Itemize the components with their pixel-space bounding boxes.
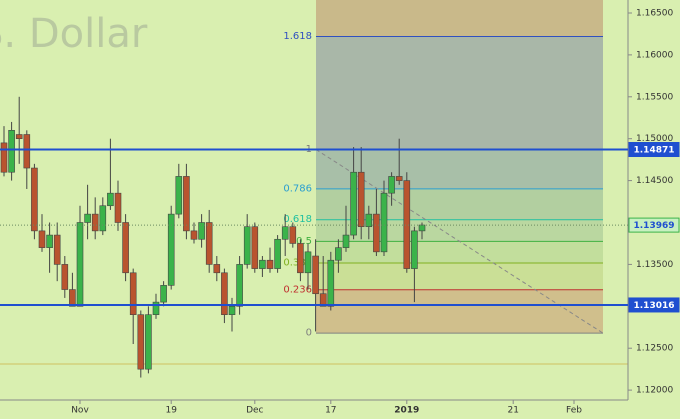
candle-body <box>259 259 266 269</box>
candle-body <box>395 176 403 181</box>
candle-body <box>205 222 213 265</box>
candle-body <box>152 301 160 315</box>
candle-body <box>183 176 190 232</box>
fib-label: 0 <box>306 328 312 339</box>
candle-body <box>23 134 31 169</box>
candle-body <box>312 255 319 295</box>
candle-body <box>357 171 365 227</box>
fib-band <box>316 289 603 334</box>
fib-band <box>316 36 603 150</box>
x-tick-label: 21 <box>507 406 518 416</box>
candle-body <box>129 272 137 315</box>
candle-body <box>304 251 312 274</box>
y-tick-label: 1.14500 <box>636 176 673 186</box>
candle-body <box>61 264 69 290</box>
candle-body <box>99 205 107 232</box>
x-tick-label: 19 <box>165 406 177 416</box>
fib-label: 0.786 <box>283 183 312 194</box>
x-tick-label: 2019 <box>394 406 419 416</box>
candle-body <box>350 171 357 236</box>
candle-body <box>335 247 342 261</box>
fib-label: 1.618 <box>283 31 312 42</box>
x-tick-label: Dec <box>246 406 263 416</box>
y-tick-label: 1.15000 <box>636 134 673 144</box>
candle-body <box>297 243 304 274</box>
candle-body <box>15 134 23 139</box>
price-label-bg <box>628 142 680 158</box>
candle-body <box>373 213 380 253</box>
y-tick-label: 1.13500 <box>636 260 673 270</box>
candle-body <box>84 213 91 223</box>
candle-body <box>236 264 243 307</box>
candle-body <box>221 272 228 315</box>
y-tick-label: 1.16000 <box>636 50 673 60</box>
candle-body <box>137 314 145 370</box>
price-label-bg <box>628 297 680 313</box>
candle-body <box>190 230 198 240</box>
fib-label: 0.5 <box>296 236 312 247</box>
candle-body <box>46 234 53 248</box>
candle-body <box>38 230 46 248</box>
candle-body <box>243 226 251 265</box>
candle-body <box>251 226 259 269</box>
candle-body <box>175 176 183 215</box>
candle-body <box>76 222 84 307</box>
candle-body <box>53 234 61 265</box>
candle-body <box>266 259 274 269</box>
candle-body <box>69 289 76 307</box>
candle-body <box>107 192 114 207</box>
fib-band <box>316 262 603 290</box>
candle-body <box>365 213 373 227</box>
candle-body <box>281 226 289 240</box>
candle-body <box>380 192 388 253</box>
candle-body <box>122 222 129 274</box>
candle-body <box>198 222 205 240</box>
fib-label: 0.236 <box>283 284 312 295</box>
candle-body <box>8 130 15 173</box>
candle-body <box>342 234 350 248</box>
y-tick-label: 1.16500 <box>636 8 673 18</box>
candle-body <box>228 306 236 315</box>
y-tick-label: 1.12000 <box>636 386 673 396</box>
candle-body <box>388 176 395 194</box>
price-label-bg <box>628 217 680 233</box>
watermark: S. Dollar <box>0 11 148 57</box>
price-axis-bg <box>628 0 680 419</box>
fib-label: 0.618 <box>283 214 312 225</box>
candle-body <box>319 293 327 307</box>
candle-body <box>31 167 38 232</box>
candle-body <box>411 230 418 269</box>
x-tick-label: Feb <box>566 406 582 416</box>
candle-body <box>274 238 281 269</box>
candle-body <box>289 226 297 244</box>
candle-body <box>145 314 152 370</box>
y-tick-label: 1.12500 <box>636 344 673 354</box>
candle-body <box>418 224 426 232</box>
fib-band <box>316 0 603 37</box>
price-label: 1.13016 <box>634 301 675 311</box>
candle-body <box>114 192 122 223</box>
candle-body <box>160 285 167 303</box>
x-tick-label: Nov <box>71 406 89 416</box>
candle-body <box>403 180 411 269</box>
candle-body <box>167 213 175 286</box>
candle-body <box>91 213 99 232</box>
y-tick-label: 1.15500 <box>636 92 673 102</box>
price-label: 1.13969 <box>634 221 675 231</box>
fib-band <box>316 241 603 263</box>
candle-body <box>0 142 8 173</box>
x-tick-label: 17 <box>325 406 336 416</box>
candle-body <box>213 264 221 274</box>
candle-body <box>327 259 335 307</box>
price-label: 1.14871 <box>634 146 675 156</box>
